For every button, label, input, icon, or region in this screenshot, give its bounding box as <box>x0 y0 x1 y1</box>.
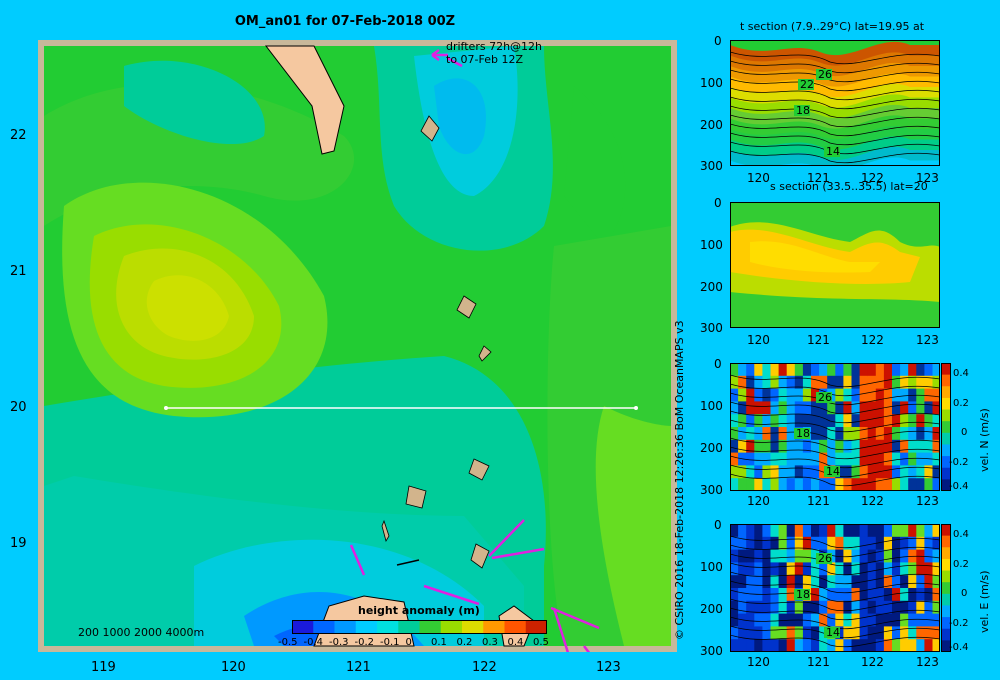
y-tick: 100 <box>700 76 723 90</box>
depth-contour-legend: 200 1000 2000 4000m <box>78 626 205 639</box>
y-tick: 0 <box>714 34 722 48</box>
y-tick: 200 <box>700 441 723 455</box>
vel-e-colorbar-ticks: 0.4 0.2 0 -0.2 -0.4 <box>949 529 969 653</box>
y-tick: 200 <box>700 118 723 132</box>
x-tick: 123 <box>916 333 939 347</box>
colorbar-swatch <box>292 620 314 634</box>
colorbar-tick-label: 0 <box>405 637 412 648</box>
colorbar-tick-label: -0.5 <box>278 637 298 648</box>
map-title: OM_an01 for 07-Feb-2018 00Z <box>234 14 456 29</box>
colorbar-swatch <box>462 620 484 634</box>
drifter-arrow-icon <box>431 48 448 62</box>
t-section-title: t section (7.9..29°C) lat=19.95 at <box>740 20 925 33</box>
colorbar-tick-label: -0.1 <box>380 637 400 648</box>
x-tick: 120 <box>747 333 770 347</box>
colorbar-swatch <box>398 620 420 634</box>
vel-n-label: vel. N (m/s) <box>978 408 991 472</box>
y-tick: 200 <box>700 280 723 294</box>
x-tick: 122 <box>861 494 884 508</box>
island-taiwan <box>264 45 345 155</box>
colorbar-swatch <box>504 620 527 634</box>
y-tick: 300 <box>700 483 723 497</box>
y-tick: 100 <box>700 560 723 574</box>
y-tick: 100 <box>700 399 723 413</box>
colorbar-tick-label: -0.4 <box>303 637 324 648</box>
x-tick: 120 <box>747 494 770 508</box>
x-tick: 120 <box>747 655 770 669</box>
x-tick: 123 <box>916 171 939 185</box>
x-tick: 123 <box>916 494 939 508</box>
height-anomaly-colorbar <box>292 620 547 634</box>
salinity-section <box>730 202 940 328</box>
x-tick: 121 <box>346 660 371 675</box>
vel-n-colorbar <box>941 363 951 491</box>
colorbar-swatch <box>334 620 357 634</box>
colorbar-tick-label: 0.5 <box>533 637 549 648</box>
colorbar-swatch <box>483 620 505 634</box>
height-anomaly-map <box>38 40 677 652</box>
y-tick: 22 <box>10 128 27 143</box>
x-tick: 122 <box>472 660 497 675</box>
contour-label: 14 <box>826 145 840 158</box>
colorbar-title: height anomaly (m) <box>358 604 480 617</box>
contour-label: 18 <box>796 588 810 601</box>
y-tick: 300 <box>700 644 723 658</box>
y-tick: 0 <box>714 357 722 371</box>
colorbar-tick-label: 0.3 <box>482 637 498 648</box>
colorbar-tick-label: 0.1 <box>431 637 447 648</box>
x-tick: 123 <box>596 660 621 675</box>
x-tick: 121 <box>807 171 830 185</box>
colorbar-swatch <box>419 620 442 634</box>
contour-label: 18 <box>796 104 810 117</box>
colorbar-swatch <box>440 620 463 634</box>
y-tick: 21 <box>10 264 27 279</box>
y-tick: 0 <box>714 196 722 210</box>
y-tick: 200 <box>700 602 723 616</box>
eastward-velocity-section: 26 18 14 <box>730 524 940 652</box>
y-tick: 100 <box>700 238 723 252</box>
contour-label: 14 <box>826 626 840 639</box>
drifters-legend: drifters 72h@12h to 07-Feb 12Z <box>446 40 543 66</box>
x-tick: 123 <box>916 655 939 669</box>
x-tick: 122 <box>861 171 884 185</box>
y-tick: 20 <box>10 400 27 415</box>
vel-e-colorbar <box>941 524 951 652</box>
drifter-tracks <box>349 56 600 652</box>
x-tick: 122 <box>861 333 884 347</box>
contour-label: 26 <box>818 552 832 565</box>
colorbar-tick-label: -0.3 <box>329 637 349 648</box>
x-tick: 121 <box>807 494 830 508</box>
y-tick: 19 <box>10 536 27 551</box>
x-tick: 119 <box>91 660 116 675</box>
contour-label: 22 <box>800 78 814 91</box>
contour-label: 26 <box>818 68 832 81</box>
temp-band <box>730 157 940 166</box>
colorbar-swatch <box>377 620 399 634</box>
colorbar-tick-label: 0.4 <box>507 637 524 648</box>
contour-label: 14 <box>826 465 840 478</box>
x-tick: 122 <box>861 655 884 669</box>
colorbar-swatch <box>525 620 547 634</box>
x-tick: 120 <box>747 171 770 185</box>
contour-label: 18 <box>796 427 810 440</box>
contour-label: 26 <box>818 391 832 404</box>
y-tick: 0 <box>714 518 722 532</box>
y-tick: 300 <box>700 321 723 335</box>
colorbar-tick-labels: -0.5 -0.4 -0.3 -0.2 -0.1 0 0.1 0.2 0.3 0.4 0.5 <box>278 637 568 651</box>
temperature-section: 26 22 18 14 <box>730 40 940 166</box>
credit-line: © CSIRO 2016 18-Feb-2018 12:26:36 BoM Oc… <box>673 320 686 640</box>
x-tick: 121 <box>807 333 830 347</box>
vel-e-label: vel. E (m/s) <box>978 570 991 633</box>
vel-n-colorbar-ticks: 0.4 0.2 0 -0.2 -0.4 <box>949 368 969 492</box>
x-tick: 121 <box>807 655 830 669</box>
x-tick: 120 <box>221 660 246 675</box>
y-tick: 300 <box>700 159 723 173</box>
northward-velocity-section: 26 18 14 <box>730 363 940 491</box>
s-section-title: s section (33.5..35.5) lat=20 <box>770 180 928 193</box>
colorbar-swatch <box>313 620 335 634</box>
colorbar-swatch <box>355 620 378 634</box>
colorbar-tick-label: 0.2 <box>456 637 473 648</box>
colorbar-tick-label: -0.2 <box>354 637 375 648</box>
